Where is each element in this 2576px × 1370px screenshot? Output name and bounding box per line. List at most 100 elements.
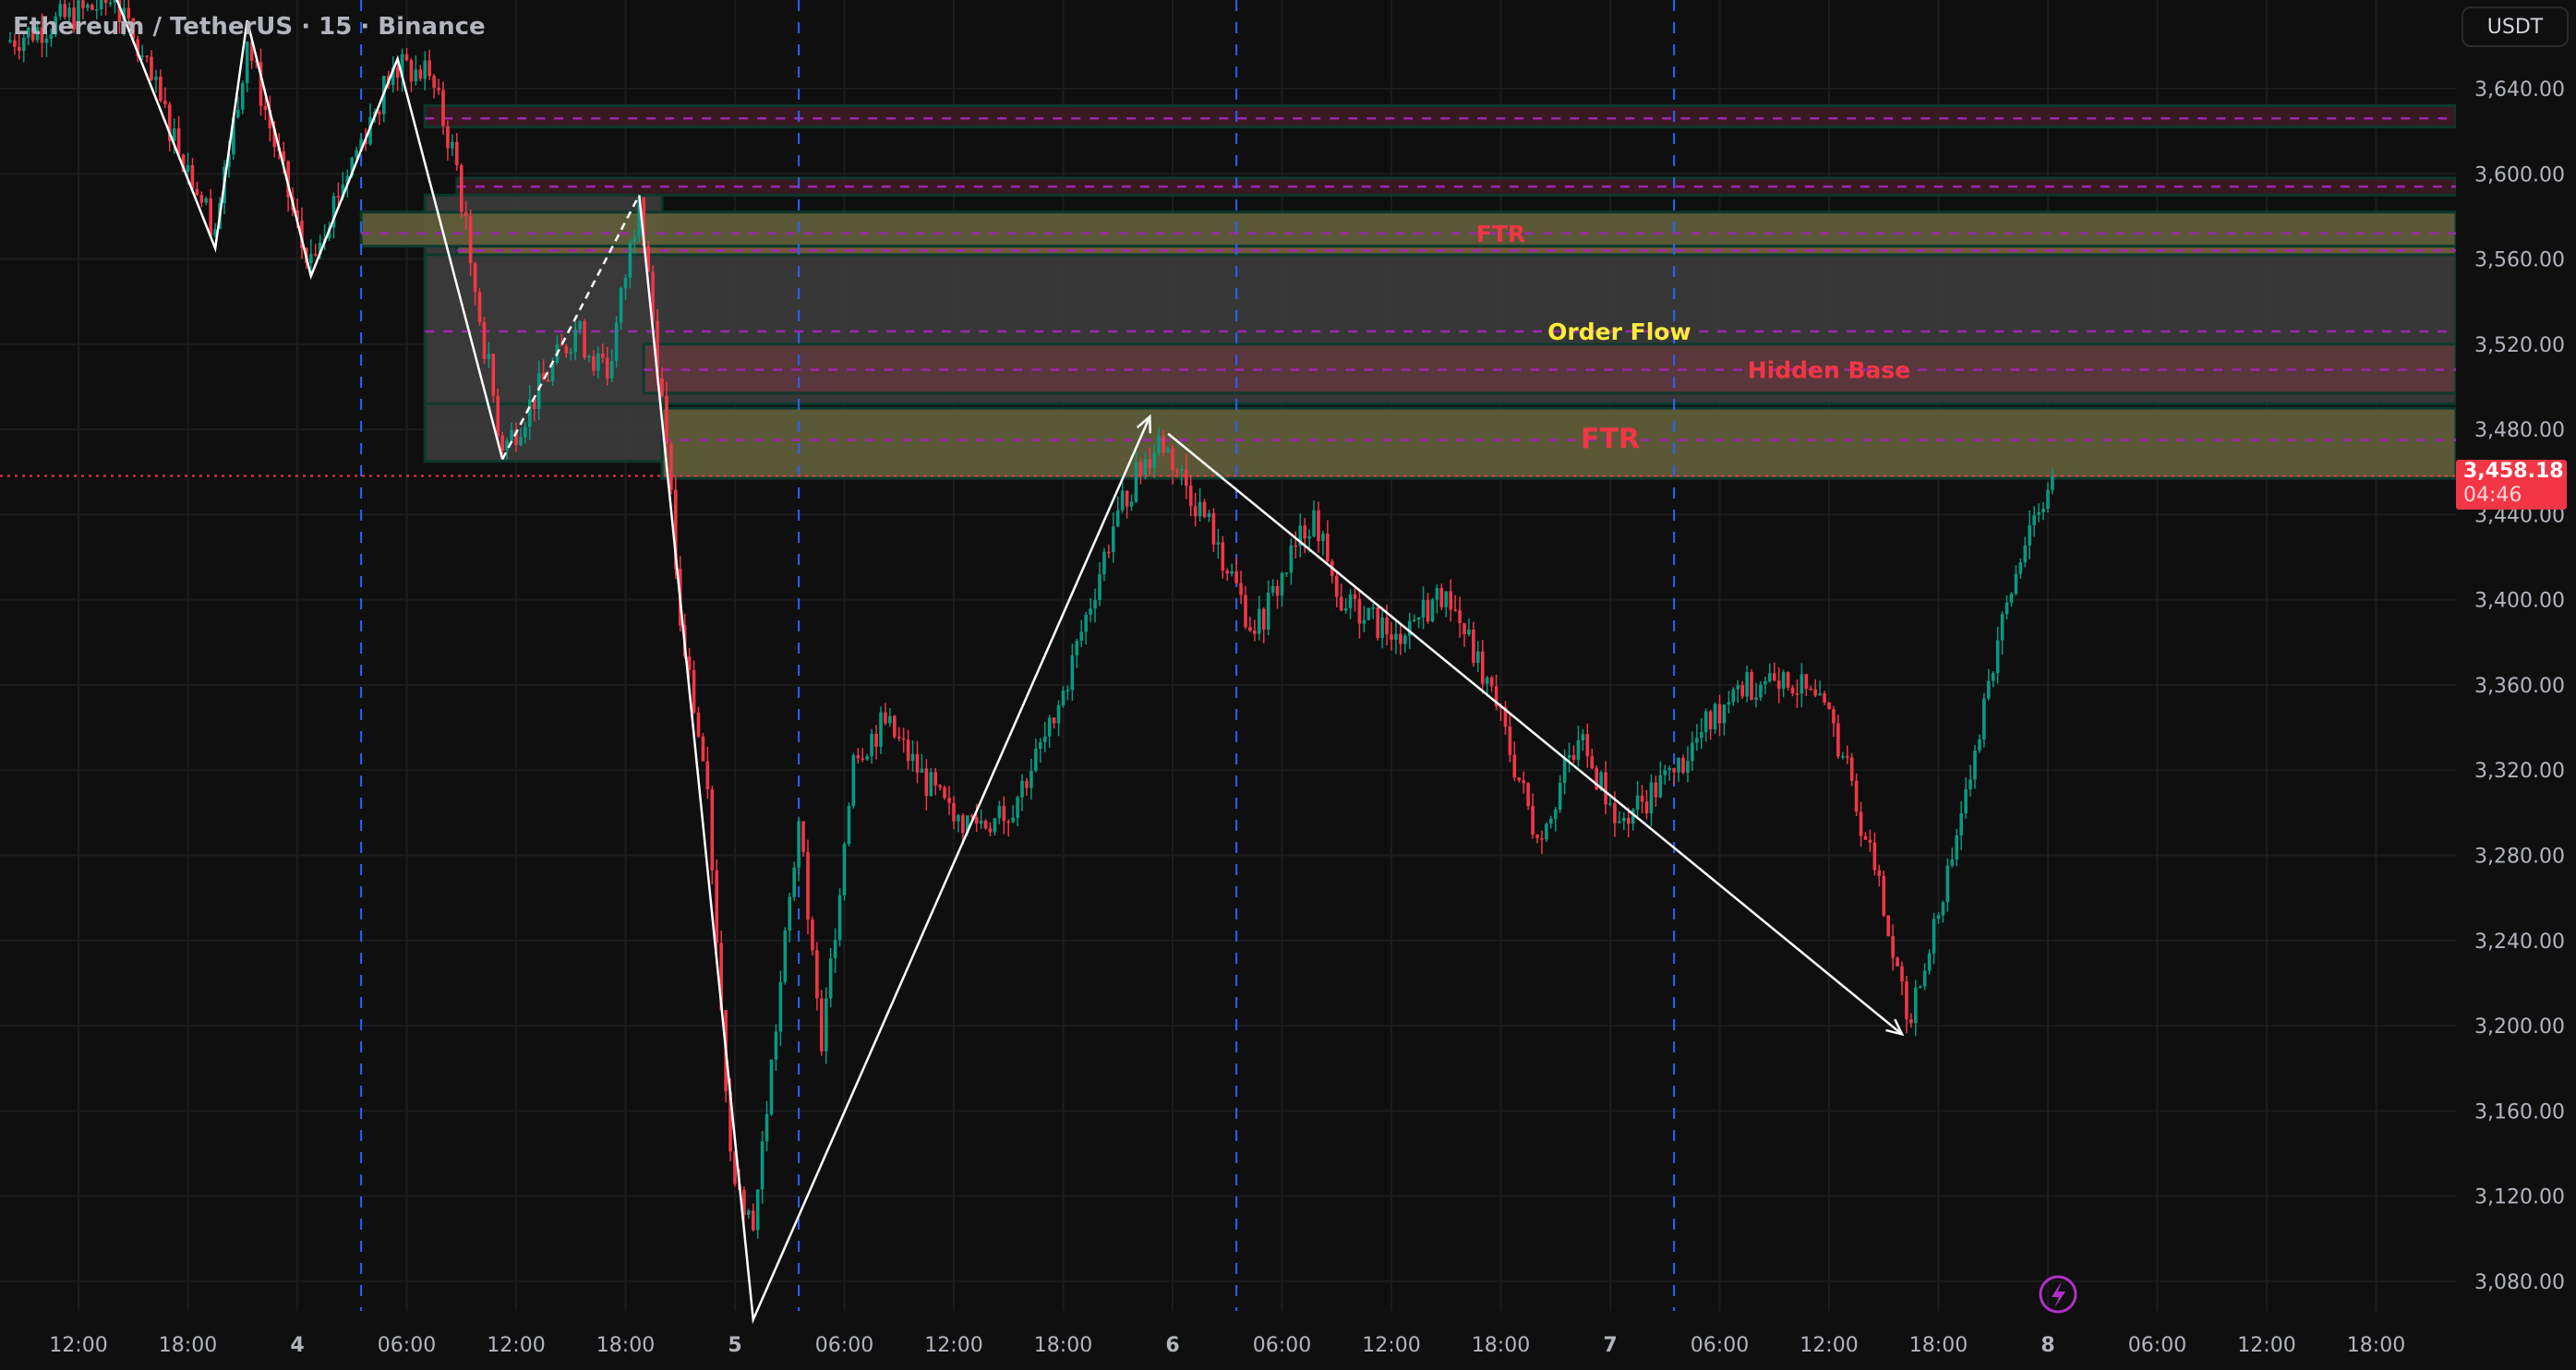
candle bbox=[1298, 525, 1303, 547]
candle bbox=[1790, 687, 1795, 694]
candle bbox=[395, 66, 400, 78]
candle bbox=[1868, 839, 1872, 843]
candle bbox=[13, 40, 17, 47]
candle bbox=[54, 16, 58, 35]
candle bbox=[1854, 780, 1859, 812]
candle bbox=[1112, 526, 1115, 552]
candle bbox=[1914, 987, 1918, 1024]
candle bbox=[1171, 448, 1174, 471]
candle bbox=[1631, 809, 1635, 824]
candle bbox=[929, 772, 933, 797]
candle bbox=[1093, 599, 1097, 609]
candle bbox=[1558, 783, 1562, 811]
currency-button[interactable]: USDT bbox=[2462, 6, 2569, 47]
candle bbox=[943, 787, 946, 799]
time-tick: 18:00 bbox=[159, 1334, 217, 1357]
candle bbox=[90, 4, 94, 10]
candle bbox=[355, 150, 358, 158]
time-tick: 12:00 bbox=[49, 1334, 107, 1357]
candle bbox=[427, 60, 431, 77]
candle bbox=[1809, 689, 1813, 691]
candle bbox=[842, 844, 847, 895]
candle bbox=[1042, 736, 1047, 742]
candle bbox=[1476, 651, 1480, 663]
candle bbox=[204, 198, 209, 203]
candle bbox=[2032, 514, 2036, 525]
candle bbox=[1973, 750, 1977, 780]
candle bbox=[1832, 709, 1836, 724]
time-tick: 06:00 bbox=[1691, 1334, 1749, 1357]
candle bbox=[40, 27, 44, 43]
candle bbox=[1526, 783, 1530, 806]
candle bbox=[856, 755, 861, 759]
candle bbox=[1667, 767, 1671, 771]
candle bbox=[263, 105, 268, 111]
candle bbox=[1230, 571, 1234, 574]
candle bbox=[1216, 542, 1221, 545]
candle bbox=[1453, 609, 1457, 611]
candle bbox=[2004, 602, 2009, 615]
candle bbox=[1366, 607, 1371, 620]
symbol-title[interactable]: Ethereum / TetherUS · 15 · Binance bbox=[13, 13, 486, 41]
candle bbox=[1253, 631, 1257, 634]
candle bbox=[619, 288, 623, 323]
candle bbox=[21, 37, 26, 52]
candle bbox=[1736, 685, 1740, 690]
candle bbox=[1549, 818, 1553, 824]
candle bbox=[710, 789, 715, 871]
candle bbox=[760, 1141, 764, 1190]
candle bbox=[1376, 607, 1379, 639]
candle bbox=[1672, 767, 1676, 773]
candle bbox=[86, 4, 90, 8]
time-tick: 06:00 bbox=[2128, 1334, 2186, 1357]
candle bbox=[368, 116, 372, 145]
lightning-icon[interactable] bbox=[2039, 1275, 2077, 1314]
candle bbox=[409, 60, 414, 82]
candle bbox=[924, 768, 929, 797]
candle bbox=[500, 435, 504, 451]
candle bbox=[1663, 770, 1667, 775]
candle bbox=[1768, 673, 1772, 681]
price-tick: 3,280.00 bbox=[2474, 846, 2565, 869]
zones bbox=[359, 103, 2458, 480]
candle bbox=[888, 715, 892, 724]
session-lines bbox=[360, 0, 1676, 1311]
candle bbox=[1845, 756, 1849, 758]
candle bbox=[519, 437, 523, 445]
candle bbox=[769, 1059, 774, 1114]
candle bbox=[1640, 795, 1644, 802]
candle bbox=[1134, 462, 1138, 502]
candle bbox=[1754, 697, 1758, 701]
candle bbox=[1763, 680, 1767, 685]
last-price-label: 3,458.18 04:46 bbox=[2456, 460, 2567, 510]
candle bbox=[1221, 542, 1225, 571]
candle bbox=[1317, 510, 1320, 542]
price-tick: 3,400.00 bbox=[2474, 590, 2565, 613]
candle bbox=[8, 40, 12, 42]
price-axis[interactable] bbox=[2456, 0, 2576, 1370]
candle bbox=[35, 27, 40, 41]
candle bbox=[1458, 609, 1462, 623]
candle bbox=[797, 821, 800, 868]
candle bbox=[1120, 490, 1125, 511]
candle bbox=[642, 197, 646, 246]
candle bbox=[1531, 805, 1535, 835]
trend-drawings[interactable] bbox=[115, 0, 1905, 1325]
candle bbox=[1289, 545, 1294, 573]
last-price: 3,458.18 bbox=[2463, 460, 2564, 483]
time-tick: 12:00 bbox=[1800, 1334, 1858, 1357]
candle bbox=[692, 669, 696, 713]
candle bbox=[1677, 757, 1680, 773]
candle bbox=[1129, 501, 1134, 507]
candle bbox=[674, 489, 678, 570]
candle bbox=[1211, 512, 1216, 545]
candle bbox=[601, 353, 605, 358]
candle bbox=[1390, 634, 1393, 640]
candle bbox=[1608, 803, 1612, 805]
candle bbox=[893, 715, 897, 738]
candle bbox=[30, 27, 35, 41]
candle bbox=[117, 0, 122, 23]
candle bbox=[199, 195, 204, 203]
candle bbox=[77, 0, 80, 30]
